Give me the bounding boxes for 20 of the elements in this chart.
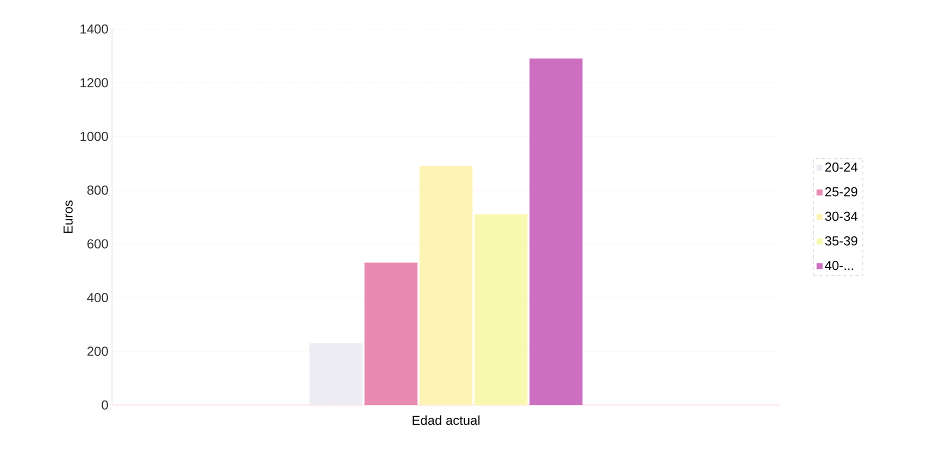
- y-tick-label: 0: [102, 400, 108, 410]
- legend-label: 35-39: [825, 236, 858, 246]
- legend-label: 30-34: [825, 212, 858, 221]
- y-axis-title: Euros: [64, 200, 73, 233]
- legend-label: 20-24: [825, 162, 858, 172]
- bar: [474, 214, 528, 405]
- legend-label: 25-29: [825, 187, 858, 196]
- y-tick-label: 200: [87, 346, 108, 356]
- bar: [310, 343, 363, 405]
- y-tick-label: 1200: [80, 78, 108, 88]
- y-tick-label: 1000: [80, 132, 108, 142]
- x-axis-title: Edad actual: [412, 415, 480, 425]
- bar: [420, 166, 473, 405]
- y-tick-label: 600: [87, 239, 108, 248]
- bar: [364, 262, 418, 405]
- bar: [530, 58, 583, 405]
- legend-label: 40-...: [824, 260, 854, 270]
- y-tick-label: 1400: [80, 24, 108, 34]
- y-tick-label: 400: [87, 292, 108, 302]
- y-tick-label: 800: [87, 186, 108, 195]
